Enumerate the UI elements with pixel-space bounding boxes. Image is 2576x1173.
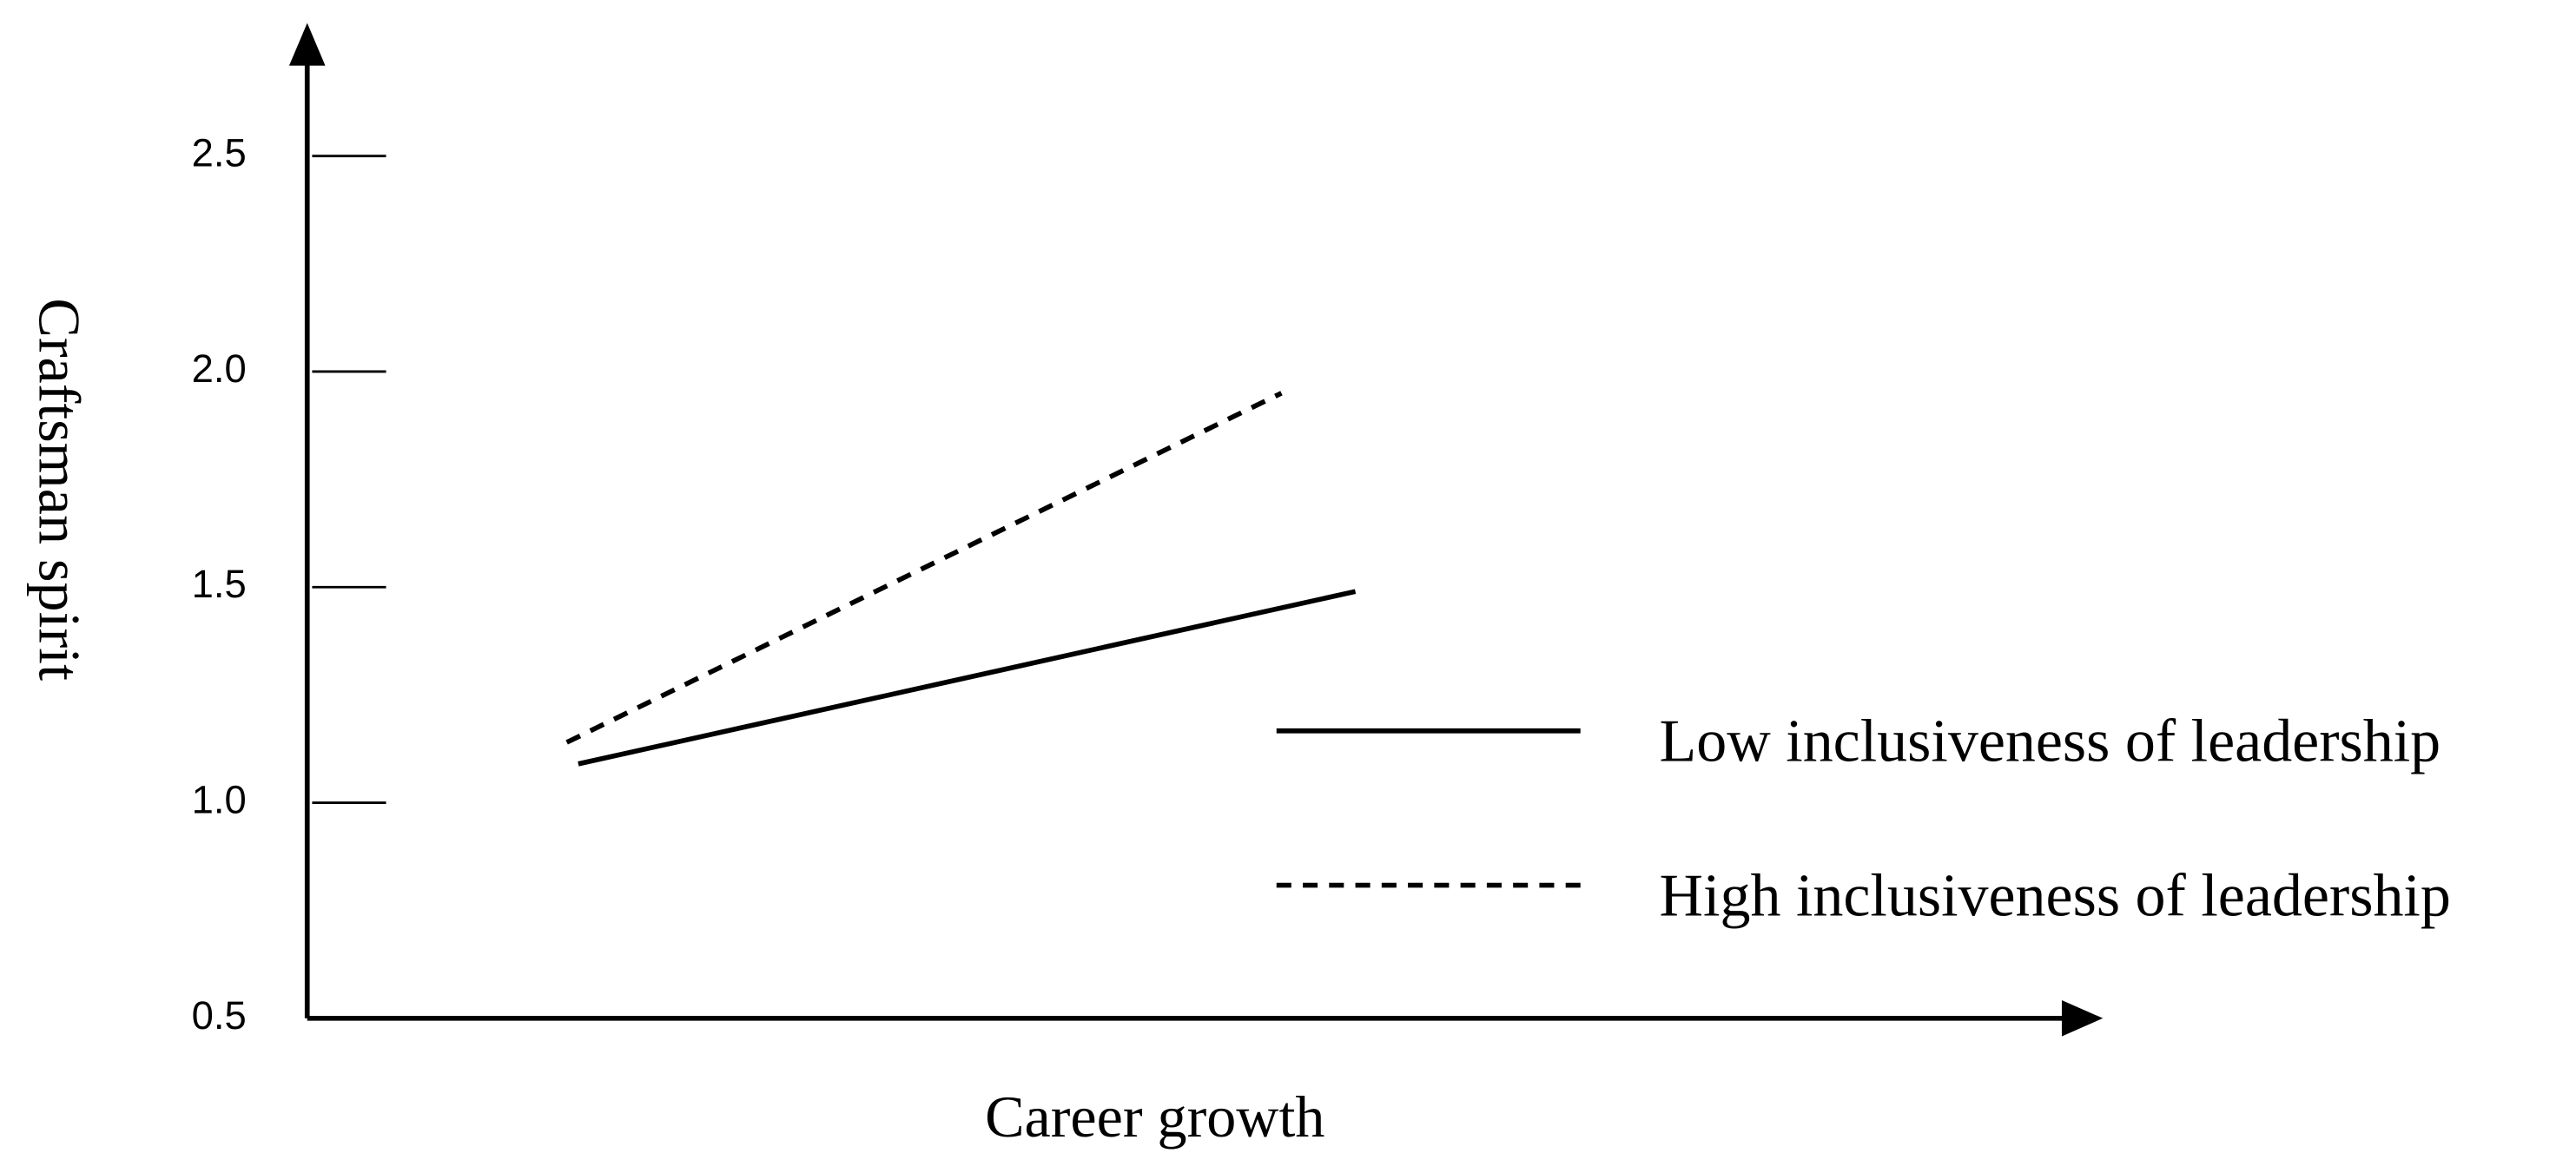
y-tick-label: 2.5 bbox=[192, 131, 247, 175]
legend-label: Low inclusiveness of leadership bbox=[1660, 708, 2441, 775]
legend-label: High inclusiveness of leadership bbox=[1660, 863, 2451, 930]
data-line bbox=[578, 589, 1357, 767]
x-axis-label: Career growth bbox=[985, 1084, 1324, 1150]
y-tick-label: 1.5 bbox=[192, 562, 247, 606]
y-axis-label: Craftsman spirit bbox=[26, 298, 92, 681]
y-tick-label: 1.0 bbox=[192, 778, 247, 822]
y-axis-arrow bbox=[288, 23, 326, 66]
plot: Career growth Craftsman spirit 0.5 1.0 1.5… bbox=[26, 23, 2451, 1150]
x-axis-arrow bbox=[2061, 999, 2104, 1037]
data-line bbox=[565, 391, 1283, 745]
y-tick-label: 0.5 bbox=[192, 993, 247, 1038]
y-tick-label: 2.0 bbox=[192, 346, 247, 391]
